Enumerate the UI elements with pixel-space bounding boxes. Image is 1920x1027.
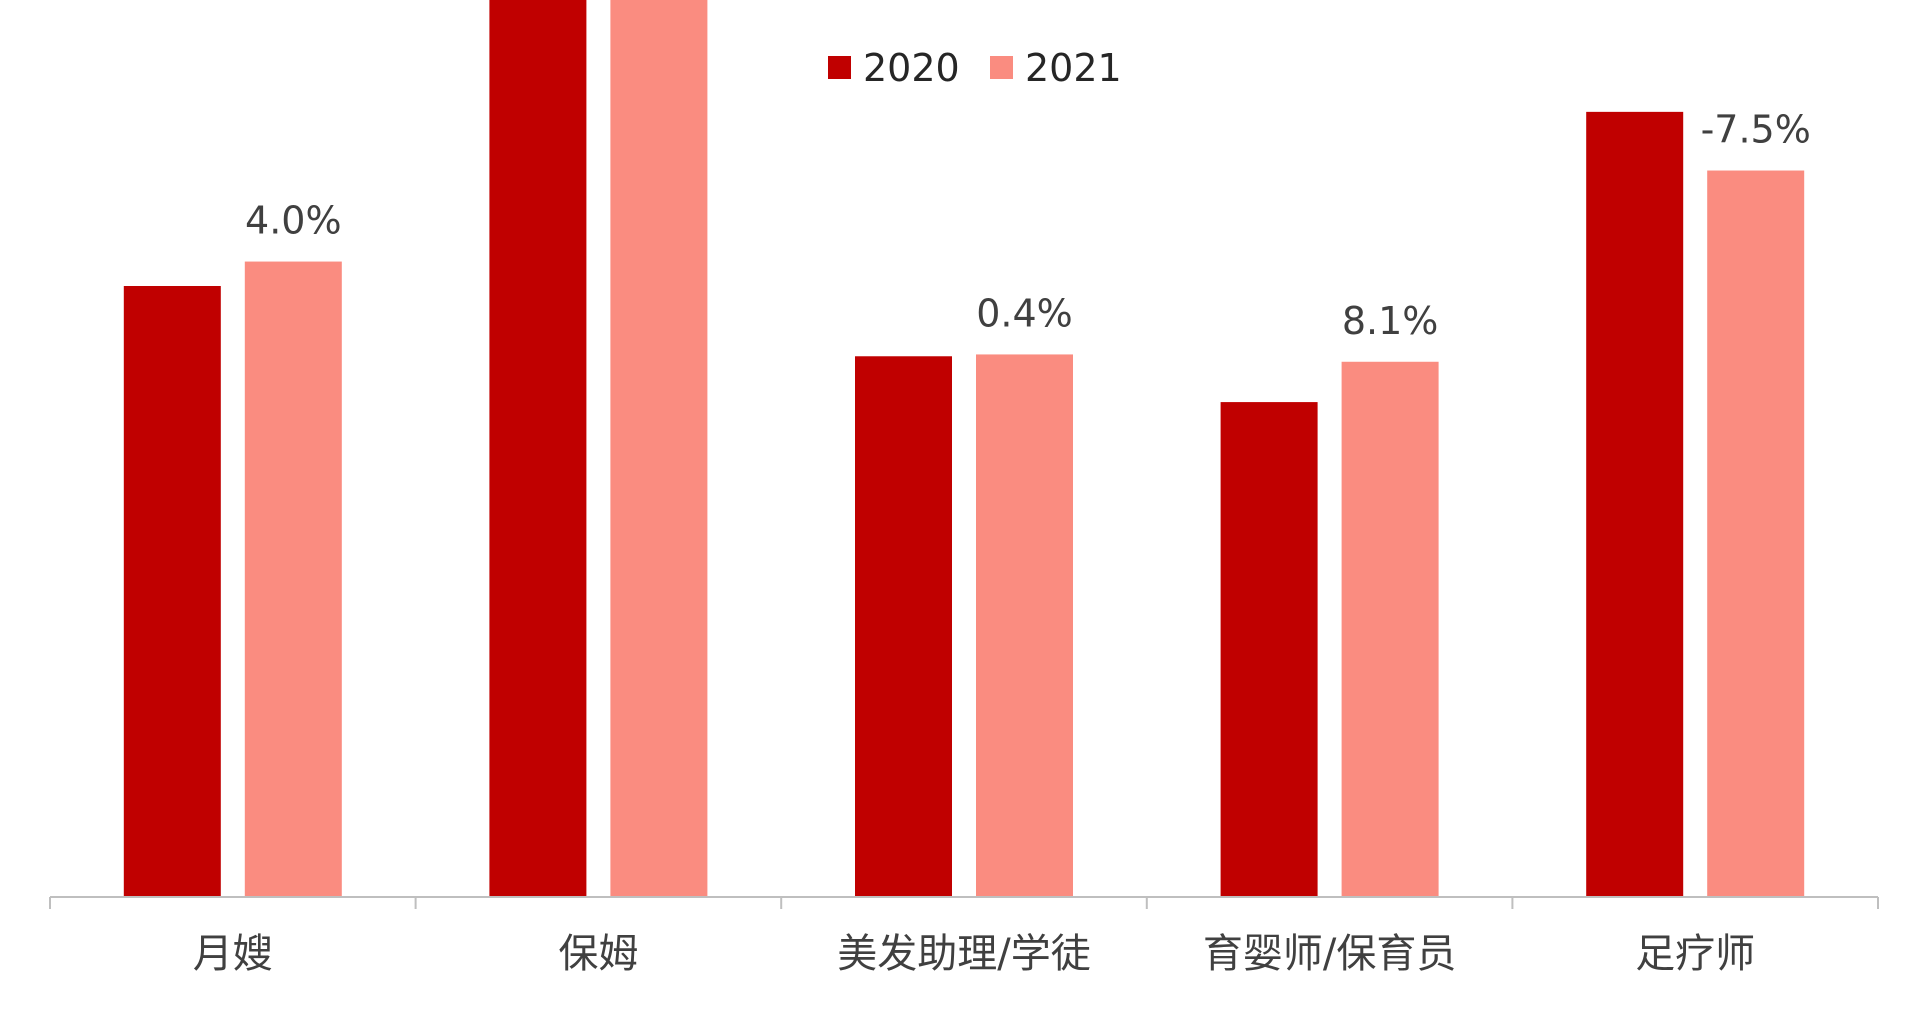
data-labels-group: 4.0%31.8%0.4%8.1%-7.5% (245, 108, 1811, 343)
bar-2021-1 (610, 0, 708, 898)
bar-2021-3 (1341, 361, 1439, 897)
bar-2021-4 (1707, 170, 1805, 897)
legend-label-2021: 2021 (1025, 46, 1122, 90)
data-label-0: 4.0% (245, 199, 342, 243)
legend-swatch-2020 (828, 56, 851, 79)
bar-2020-4 (1586, 111, 1684, 898)
bar-2021-2 (976, 354, 1073, 897)
x-tick-label-3: 育婴师/保育员 (1203, 931, 1456, 977)
bar-2020-1 (489, 0, 587, 897)
x-tick-label-2: 美发助理/学徒 (837, 931, 1090, 977)
bar-2020-3 (1220, 402, 1318, 897)
data-label-2: 0.4% (976, 291, 1073, 335)
data-label-3: 8.1% (1342, 299, 1439, 343)
legend: 2020 2021 (828, 46, 1122, 90)
x-tick-label-0: 月嫂 (193, 931, 273, 977)
bar-2020-2 (855, 356, 952, 897)
bars-group (123, 0, 1805, 898)
x-axis: 月嫂 保姆 美发助理/学徒 育婴师/保育员 足疗师 (49, 896, 1879, 977)
x-tick-label-4: 足疗师 (1635, 931, 1755, 977)
legend-label-2020: 2020 (863, 46, 960, 90)
data-label-4: -7.5% (1701, 108, 1811, 152)
bar-2020-0 (123, 286, 221, 897)
x-tick-label-1: 保姆 (558, 931, 638, 977)
legend-swatch-2021 (990, 56, 1013, 79)
bar-2021-0 (244, 261, 342, 897)
